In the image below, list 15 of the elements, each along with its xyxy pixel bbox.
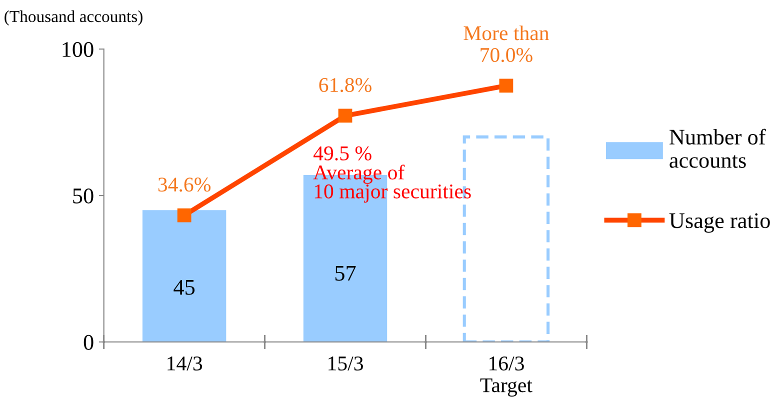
data-label: 61.8%: [319, 78, 372, 92]
legend-label: Usage ratio: [669, 213, 770, 233]
data-label: 57: [335, 266, 356, 281]
data-label: More than 70.0%: [464, 26, 549, 62]
y-tick-label: 50: [73, 188, 94, 204]
x-tick-label: 15/3: [328, 356, 363, 370]
y-axis-title: (Thousand accounts): [4, 10, 142, 26]
legend-label: Number of accounts: [670, 128, 766, 168]
x-tick-label: 16/3 Target: [480, 356, 532, 397]
y-tick-label: 100: [62, 42, 94, 58]
x-tick-label: 14/3: [168, 356, 202, 370]
data-label: 45: [174, 280, 195, 295]
annotation: 49.5 % Average of 10 major securities: [313, 146, 471, 203]
data-label: 34.6%: [158, 178, 211, 192]
y-tick-label: 0: [84, 334, 94, 350]
